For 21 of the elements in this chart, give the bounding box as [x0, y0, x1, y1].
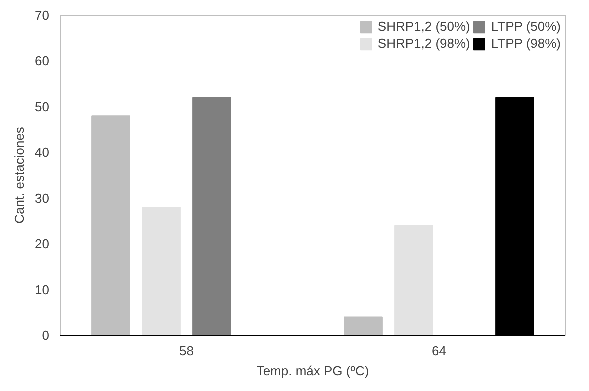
y-tick-label: 20 — [35, 236, 50, 252]
legend-label: LTPP (50%) — [491, 19, 561, 34]
x-tick-label: 64 — [432, 344, 446, 358]
bar — [394, 225, 434, 336]
y-tick-label: 30 — [35, 190, 50, 206]
y-axis-title: Cant. estaciones — [12, 126, 28, 224]
bar — [92, 116, 130, 336]
x-tick-label: 58 — [180, 344, 194, 358]
y-tick-label: 50 — [35, 99, 50, 114]
y-tick-label: 10 — [35, 282, 50, 298]
x-axis-title: Temp. máx PG (ºC) — [256, 364, 370, 378]
bar — [344, 316, 383, 336]
legend-label: SHRP1,2 (98%) — [378, 36, 470, 51]
y-tick-label: 40 — [35, 145, 50, 160]
legend-label: SHRP1,2 (50%) — [378, 19, 470, 34]
y-tick-label: 70 — [35, 8, 50, 23]
legend-label: LTPP (98%) — [491, 36, 561, 51]
y-tick-label: 0 — [42, 328, 50, 343]
bar — [142, 207, 181, 336]
bar — [192, 97, 232, 336]
y-tick-label: 60 — [35, 54, 50, 69]
